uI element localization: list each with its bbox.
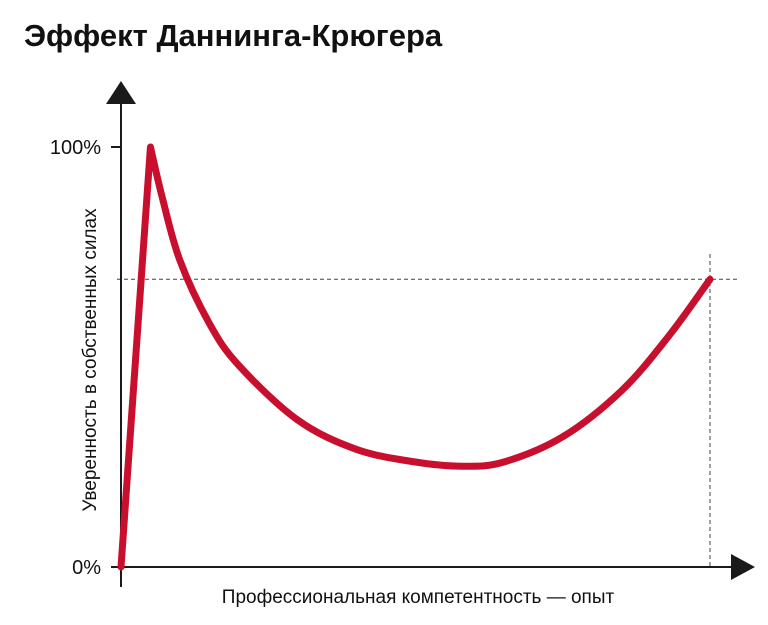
reference-lines [117,254,738,567]
axes [106,81,755,587]
y-axis-label: Уверенность в собственных силах [80,208,101,512]
series-line [117,143,714,571]
chart-title: Эффект Даннинга-Крюгера [24,18,443,53]
y-axis-arrow [106,81,136,104]
y-tick-label: 100% [50,137,101,159]
y-tick-label: 0% [72,557,101,579]
y-ticks: 100% 0% [50,137,121,579]
x-axis-arrow [731,554,755,580]
x-axis-label: Профессиональная компетентность — опыт [222,587,615,608]
